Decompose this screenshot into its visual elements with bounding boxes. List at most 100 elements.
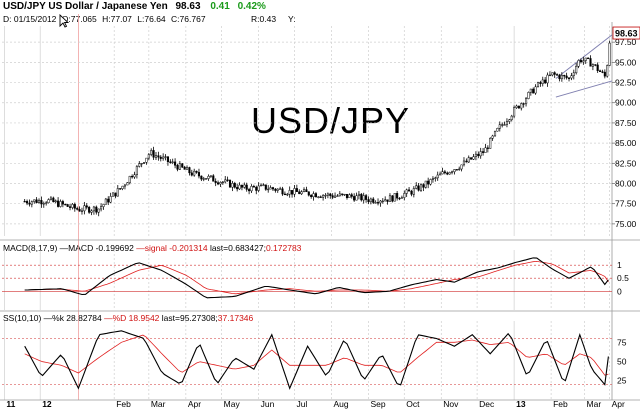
x-tick-label: Feb: [553, 399, 568, 409]
candle-body: [147, 154, 150, 159]
symbol-line: USD/JPY US Dollar / Japanese Yen: [3, 1, 168, 12]
candle-body: [143, 162, 146, 164]
ss-header: SS(10,10) —%k 28.82784 —%D 18.9542 last=…: [3, 313, 253, 323]
candle-body: [534, 86, 537, 94]
candle-body: [240, 184, 243, 188]
candle-body: [510, 115, 513, 120]
price-tick-label: 75.00: [615, 219, 637, 229]
open-readout: O:77.065: [61, 14, 97, 24]
candle-body: [250, 186, 253, 192]
candle-body: [279, 188, 282, 190]
candle-body: [434, 177, 437, 179]
candle-body: [384, 199, 387, 202]
x-tick-label: Oct: [406, 399, 420, 409]
candle-body: [66, 204, 69, 207]
candle-body: [26, 201, 29, 204]
candle-body: [482, 151, 485, 153]
candle-body: [460, 164, 463, 170]
candle-body: [138, 163, 141, 167]
candle-body: [217, 182, 220, 185]
candle-body: [288, 190, 291, 195]
candle-body: [584, 57, 587, 61]
ss-last-red: 37.17346: [217, 313, 254, 323]
candle-body: [324, 194, 327, 197]
candle-body: [400, 197, 403, 199]
candle-body: [570, 75, 573, 79]
candle-body: [85, 205, 88, 208]
candle-body: [331, 195, 334, 198]
macd-line: [24, 257, 609, 299]
candle-body: [90, 210, 93, 213]
candle-body: [243, 184, 246, 188]
candle-body: [388, 195, 392, 202]
candle-body: [123, 184, 127, 187]
ss-k-line: [24, 330, 609, 390]
candle-body: [76, 208, 79, 210]
candle-body: [417, 185, 420, 191]
candle-body: [486, 147, 489, 149]
candle-body: [276, 188, 279, 191]
candle-body: [133, 174, 136, 178]
candle-body: [360, 193, 363, 201]
candle-body: [228, 179, 232, 188]
candle-body: [505, 121, 509, 125]
candle-body: [606, 65, 609, 77]
candle-body: [548, 74, 551, 77]
candle-body: [326, 193, 329, 196]
candle-body: [52, 197, 55, 203]
candle-body: [111, 192, 115, 197]
ss-tick-label: 25: [617, 376, 627, 386]
candle-body: [185, 167, 189, 170]
candle-body: [295, 188, 298, 192]
candle-body: [152, 150, 155, 158]
candle-body: [415, 185, 418, 189]
price-tick-label: 92.50: [615, 78, 637, 88]
candle-body: [80, 210, 84, 212]
price-tick-label: 85.00: [615, 138, 637, 148]
candle-body: [71, 204, 74, 208]
candle-body: [498, 124, 501, 129]
candle-body: [596, 64, 599, 71]
grid-layer: [2, 14, 612, 400]
candle-body: [221, 181, 224, 183]
macd-last-red: 0.172783: [265, 243, 302, 253]
candle-body: [183, 166, 186, 170]
candle-body: [541, 79, 544, 84]
x-tick-label: Feb: [116, 399, 131, 409]
candle-body: [369, 198, 372, 203]
price-change-pct: 0.42%: [237, 1, 266, 12]
candle-body: [73, 204, 76, 209]
candle-body: [525, 98, 528, 105]
candle-body: [503, 124, 506, 126]
x-tick-label: Sep: [370, 399, 385, 409]
macd-signal-label: —signal -0.201314: [133, 243, 208, 253]
candle-body: [603, 71, 606, 77]
x-tick-label: Mar: [151, 399, 166, 409]
candle-body: [267, 188, 270, 191]
candle-body: [508, 119, 511, 122]
panel-dividers: [0, 22, 640, 401]
candle-body: [178, 163, 181, 170]
candle-body: [97, 208, 100, 213]
price-tick-label: 87.50: [615, 118, 637, 128]
candle-body: [462, 160, 466, 166]
candle-body: [154, 155, 158, 158]
x-tick-label: Jun: [261, 399, 275, 409]
candle-body: [484, 147, 487, 153]
candle-body: [262, 184, 265, 186]
channel-upper-line: [555, 34, 613, 79]
candle-body: [174, 161, 177, 166]
candle-body: [95, 206, 98, 213]
price-tick-label: 82.50: [615, 158, 637, 168]
candle-body: [193, 170, 196, 176]
candle-body: [171, 161, 174, 163]
candle-body: [427, 180, 430, 185]
candle-body: [474, 153, 477, 157]
candle-body: [558, 74, 561, 80]
candle-body: [176, 165, 179, 170]
candle-body: [544, 79, 547, 84]
candle-body: [205, 178, 208, 180]
candle-body: [450, 171, 454, 173]
macd-last-label: last=0.683427;: [207, 243, 266, 253]
